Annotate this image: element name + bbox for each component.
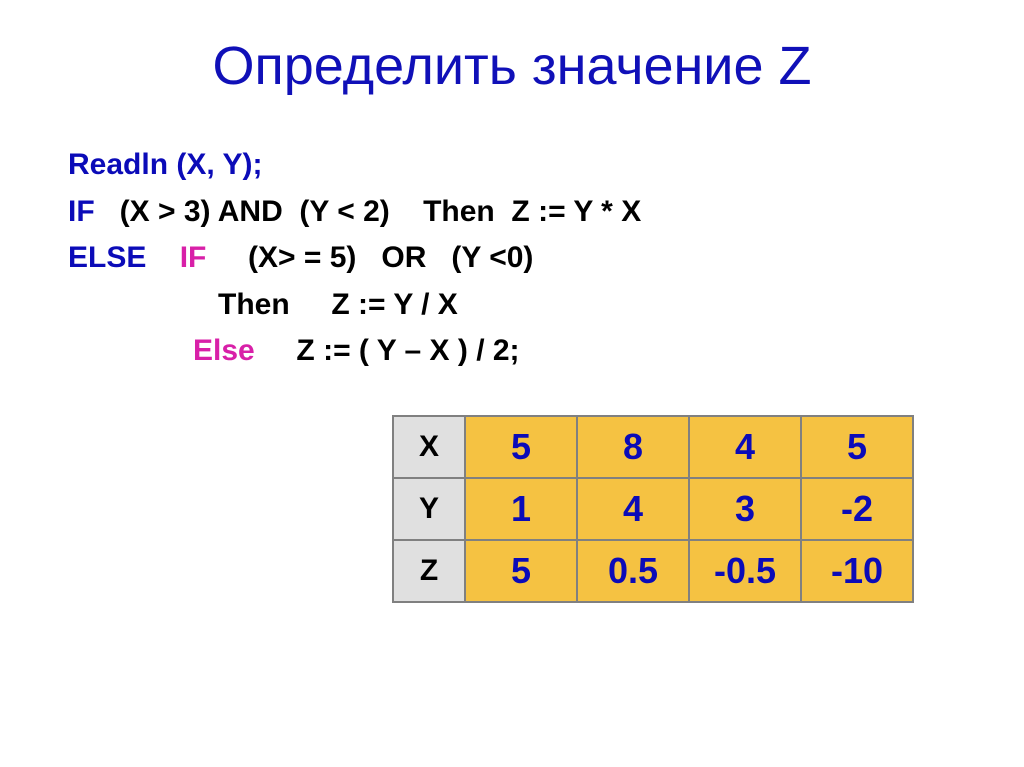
keyword-else-nested: Else: [68, 334, 255, 367]
code-block: Readln (X, Y); IF (X > 3) AND (Y < 2) Th…: [68, 142, 964, 375]
code-text: (X> = 5) OR (Y <0): [206, 241, 533, 274]
code-text: Then Z := Y / X: [68, 288, 458, 321]
table-row: Z 5 0.5 -0.5 -10: [393, 540, 913, 602]
table-container: X 5 8 4 5 Y 1 4 3 -2 Z 5 0.5 -0.5 -10: [60, 415, 964, 603]
row-header: Y: [393, 478, 465, 540]
table-cell: 3: [689, 478, 801, 540]
values-table: X 5 8 4 5 Y 1 4 3 -2 Z 5 0.5 -0.5 -10: [392, 415, 914, 603]
keyword-if-nested: IF: [146, 241, 206, 274]
code-line-2: IF (X > 3) AND (Y < 2) Then Z := Y * X: [68, 189, 964, 236]
row-header: X: [393, 416, 465, 478]
row-header: Z: [393, 540, 465, 602]
table-cell: -2: [801, 478, 913, 540]
code-text: Readln (X, Y);: [68, 148, 262, 181]
code-line-1: Readln (X, Y);: [68, 142, 964, 189]
code-line-3: ELSE IF (X> = 5) OR (Y <0): [68, 235, 964, 282]
table-cell: 5: [465, 416, 577, 478]
table-cell: 1: [465, 478, 577, 540]
keyword-else: ELSE: [68, 241, 146, 274]
slide: Определить значение Z Readln (X, Y); IF …: [0, 0, 1024, 767]
page-title: Определить значение Z: [60, 35, 964, 97]
code-line-4: Then Z := Y / X: [68, 282, 964, 329]
table-row: Y 1 4 3 -2: [393, 478, 913, 540]
table-cell: 8: [577, 416, 689, 478]
keyword-if: IF: [68, 195, 95, 228]
code-text: (X > 3) AND (Y < 2) Then Z := Y * X: [95, 195, 642, 228]
table-cell: 5: [801, 416, 913, 478]
table-cell: 0.5: [577, 540, 689, 602]
code-text: Z := ( Y – X ) / 2;: [255, 334, 520, 367]
code-line-5: Else Z := ( Y – X ) / 2;: [68, 328, 964, 375]
table-row: X 5 8 4 5: [393, 416, 913, 478]
table-cell: 5: [465, 540, 577, 602]
table-cell: -0.5: [689, 540, 801, 602]
table-cell: -10: [801, 540, 913, 602]
table-cell: 4: [689, 416, 801, 478]
table-cell: 4: [577, 478, 689, 540]
